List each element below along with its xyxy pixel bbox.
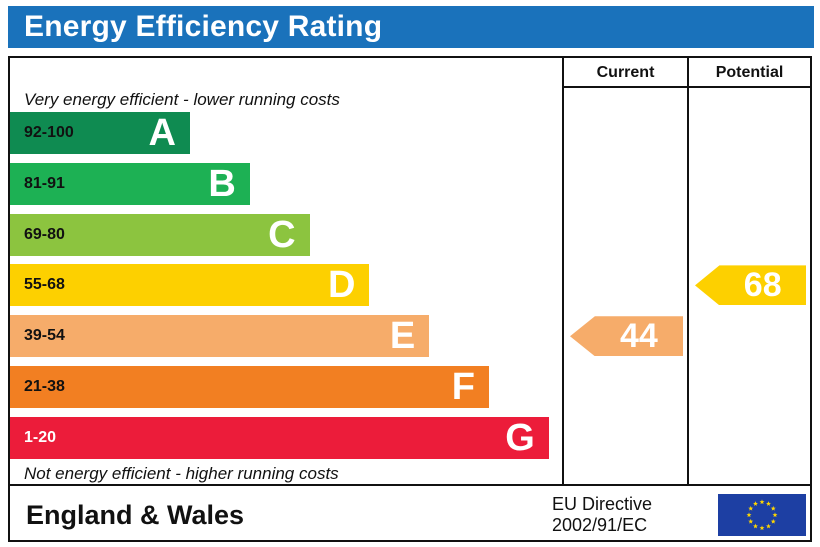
band-g: 1-20 G (10, 416, 549, 459)
directive-line-2: 2002/91/EC (552, 515, 648, 535)
eu-star (748, 518, 754, 524)
potential-arrow-shape (695, 265, 806, 306)
eu-star (770, 518, 776, 524)
band-letter: F (451, 366, 475, 408)
band-letter: G (505, 416, 535, 459)
current-column-header: Current (596, 64, 655, 81)
band-a: 92-100 A (10, 112, 190, 154)
eu-star (770, 505, 776, 511)
eu-star (766, 523, 771, 529)
potential-rating-arrow: 68 (695, 265, 806, 306)
current-rating-arrow: 44 (570, 316, 683, 357)
band-c: 69-80 C (10, 213, 310, 256)
potential-column-header: Potential (715, 64, 784, 81)
chart-title: Energy Efficiency Rating (24, 10, 383, 43)
band-letter: E (389, 315, 416, 358)
eu-star (772, 512, 778, 518)
band-e: 39-54 E (10, 315, 430, 358)
footer (8, 486, 812, 542)
band-range-label: 21-38 (24, 378, 65, 395)
band-range-label: 69-80 (24, 225, 65, 243)
rating-frame (8, 56, 812, 486)
band-range-label: 1-20 (24, 428, 57, 446)
title-bar: Energy Efficiency Rating (8, 6, 814, 48)
current-rating-value: 44 (620, 317, 658, 356)
eu-star (748, 505, 754, 511)
band-letter: D (327, 264, 356, 307)
header-divider (564, 86, 812, 88)
potential-rating-value: 68 (743, 266, 782, 305)
band-range-label: 39-54 (24, 327, 65, 345)
band-b: 81-91 B (10, 162, 250, 205)
eu-star (759, 525, 765, 531)
band-letter: B (208, 162, 236, 205)
directive-line-1: EU Directive (552, 494, 653, 514)
current-arrow-shape (570, 316, 683, 357)
band-range-label: 81-91 (24, 174, 65, 192)
bottom-caption: Not energy efficient - higher running co… (24, 464, 339, 483)
band-letter: C (268, 213, 296, 256)
eu-star (766, 501, 771, 506)
eu-star (759, 499, 765, 505)
band-d: 55-68 D (10, 264, 370, 307)
divider-potential (687, 56, 689, 486)
eu-star (753, 501, 758, 506)
eu-directive: EU Directive 2002/91/EC (552, 494, 652, 536)
eu-star (746, 512, 752, 518)
eu-flag-icon (718, 494, 806, 536)
divider-current (562, 56, 564, 486)
eu-star (753, 523, 758, 529)
band-letter: A (148, 112, 176, 154)
band-range-label: 55-68 (24, 276, 65, 294)
top-caption: Very energy efficient - lower running co… (24, 90, 340, 109)
region-label: England & Wales (26, 500, 245, 530)
band-range-label: 92-100 (24, 124, 74, 141)
band-f: 21-38 F (10, 366, 489, 408)
